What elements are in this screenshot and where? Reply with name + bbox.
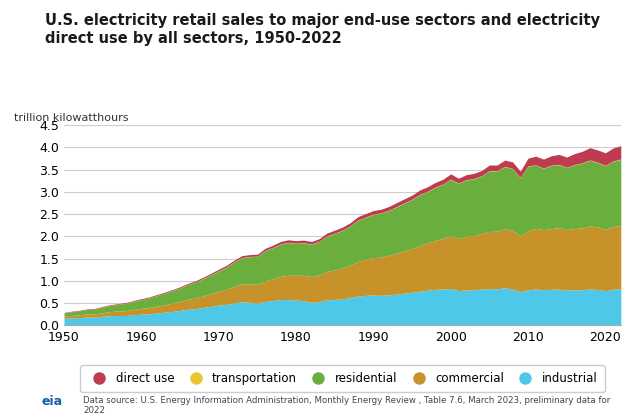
Text: eia: eia bbox=[42, 395, 63, 408]
Text: U.S. electricity retail sales to major end-use sectors and electricity
direct us: U.S. electricity retail sales to major e… bbox=[45, 13, 600, 46]
Y-axis label: trillion kilowatthours: trillion kilowatthours bbox=[14, 113, 129, 123]
Text: Data source: U.S. Energy Information Administration, Monthly Energy Review , Tab: Data source: U.S. Energy Information Adm… bbox=[83, 395, 611, 415]
Legend: direct use, transportation, residential, commercial, industrial: direct use, transportation, residential,… bbox=[80, 365, 605, 392]
